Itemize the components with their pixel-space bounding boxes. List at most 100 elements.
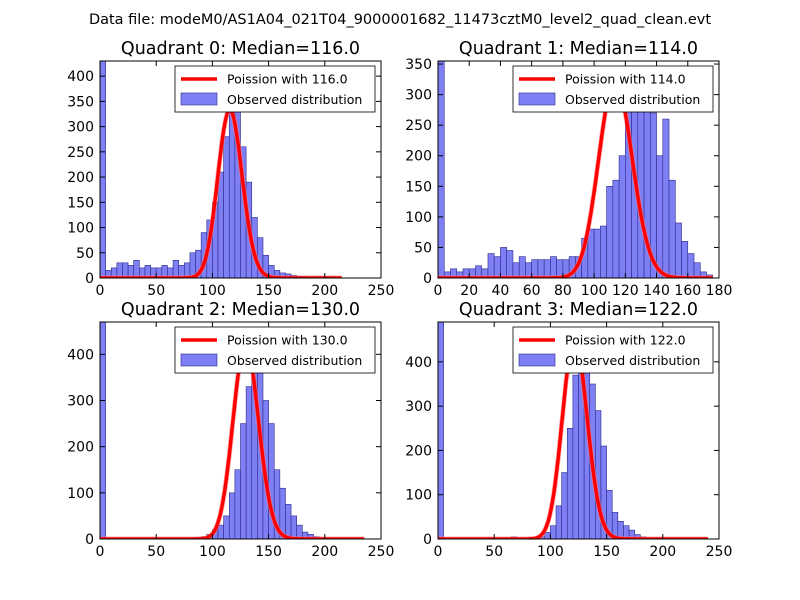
- y-tick-label: 200: [405, 149, 432, 165]
- histogram-bar: [487, 253, 495, 278]
- histogram-bar: [223, 136, 230, 278]
- histogram-bar: [100, 322, 106, 539]
- x-tick-label: 40: [492, 283, 510, 299]
- x-tick-label: 150: [255, 544, 282, 560]
- y-tick-label: 100: [405, 488, 432, 504]
- legend: Poission with 114.0 Observed distribution: [512, 65, 714, 113]
- histogram-bar: [493, 256, 501, 278]
- legend-box: [512, 326, 714, 374]
- y-tick-label: 300: [67, 120, 94, 136]
- quadrant-2-panel: Quadrant 2: Median=130.00 50 100 150 200 2500…: [67, 300, 394, 560]
- legend-observed-swatch: [180, 92, 218, 106]
- x-tick-label: 160: [674, 283, 701, 299]
- histogram-bar: [228, 492, 236, 539]
- y-tick-label: 100: [67, 221, 94, 237]
- axes-frame: [99, 60, 382, 279]
- panel-title: Quadrant 3: Median=122.0: [459, 300, 698, 320]
- histogram-bar: [290, 515, 297, 539]
- poisson-curve-group: [100, 107, 342, 278]
- y-tick-label: 350: [405, 57, 432, 73]
- histogram-bar: [600, 225, 607, 278]
- y-tick-label: 150: [405, 179, 432, 195]
- x-tick-label: 50: [485, 544, 503, 560]
- histogram-bar: [245, 386, 253, 539]
- histogram-bar: [100, 61, 106, 278]
- x-tick-label: 100: [199, 283, 226, 299]
- x-tick-label: 180: [706, 283, 733, 299]
- histogram-bar: [555, 505, 562, 539]
- x-tick-label: 50: [147, 544, 165, 560]
- legend-observed-swatch: [518, 353, 556, 367]
- panels: Quadrant 0: Median=116.0 0 50 100 150 200 250 0…: [67, 39, 732, 560]
- histogram-bar: [506, 250, 514, 278]
- x-tick-label: 200: [311, 544, 338, 560]
- quadrant-1-panel: Quadrant 1: Median=114.00 20 40 60 80 100 120 1…: [405, 39, 732, 299]
- y-tick-label: 100: [67, 486, 94, 502]
- legend-observed-label: Observed distribution: [227, 353, 362, 368]
- histogram-bar: [572, 374, 579, 539]
- quadrant-3-panel: Quadrant 3: Median=122.00 50 100 150 200 2500…: [405, 300, 732, 560]
- poisson-curve: [100, 108, 342, 278]
- histogram-bar: [172, 260, 179, 278]
- poisson-curve: [438, 78, 713, 278]
- histogram-bar: [537, 259, 545, 278]
- y-tick-label: 200: [67, 440, 94, 456]
- x-tick-label: 250: [706, 544, 733, 560]
- y-tick-label: 0: [423, 532, 432, 548]
- x-tick-label: 100: [537, 544, 564, 560]
- poisson-curve-group: [100, 341, 365, 539]
- histogram-bar: [566, 427, 574, 539]
- histogram-bar: [438, 61, 445, 278]
- axes-frame: [437, 60, 720, 279]
- histogram-bar: [637, 88, 645, 278]
- y-tick-label: 0: [423, 271, 432, 287]
- y-tick-label: 200: [67, 170, 94, 186]
- y-tick-label: 400: [405, 355, 432, 371]
- histogram-bar: [681, 241, 689, 278]
- histogram-bar: [133, 260, 140, 278]
- histogram-bar: [693, 262, 701, 278]
- histogram-bar: [438, 322, 444, 539]
- panel-title: Quadrant 1: Median=114.0: [459, 39, 698, 59]
- histogram-bar: [674, 222, 682, 278]
- y-axis-ticks: 0 100 200 300 400: [405, 355, 719, 548]
- histogram-bar: [550, 525, 557, 539]
- y-tick-label: 250: [67, 145, 94, 161]
- histogram-bar: [518, 256, 526, 278]
- y-tick-label: 0: [85, 532, 94, 548]
- x-tick-label: 140: [643, 283, 670, 299]
- y-tick-label: 50: [414, 240, 432, 256]
- y-tick-label: 100: [405, 210, 432, 226]
- x-tick-label: 200: [311, 283, 338, 299]
- panel-title: Quadrant 0: Median=116.0: [121, 39, 360, 59]
- x-tick-label: 50: [147, 283, 165, 299]
- x-tick-label: 100: [581, 283, 608, 299]
- figure-title: Data file: modeM0/AS1A04_021T04_90000016…: [89, 12, 711, 28]
- y-axis-ticks: 0 50 100 150 200 250 300 350 400: [67, 69, 381, 287]
- histogram-bar: [240, 423, 247, 539]
- histogram-bar: [593, 228, 601, 278]
- panel-title: Quadrant 2: Median=130.0: [121, 300, 360, 320]
- histogram-bar: [656, 155, 664, 278]
- y-tick-label: 200: [405, 443, 432, 459]
- x-tick-label: 80: [554, 283, 572, 299]
- y-tick-label: 50: [76, 246, 94, 262]
- y-tick-label: 400: [67, 347, 94, 363]
- histogram-bar: [662, 118, 670, 278]
- y-tick-label: 150: [67, 195, 94, 211]
- histogram-bar: [550, 256, 557, 278]
- x-tick-label: 150: [255, 283, 282, 299]
- x-tick-label: 120: [612, 283, 639, 299]
- legend-poisson-label: Poission with 114.0: [565, 72, 686, 87]
- histogram-bar: [531, 259, 539, 278]
- histogram-bars: [100, 61, 331, 278]
- histogram-bar: [606, 186, 614, 278]
- histogram-bar: [285, 504, 292, 539]
- legend: Poission with 130.0 Observed distribution: [174, 326, 376, 374]
- histogram-bar: [234, 469, 241, 539]
- y-axis-ticks: 0 50 100 150 200 250 300 350: [405, 57, 719, 287]
- y-tick-label: 250: [405, 118, 432, 134]
- histogram-bar: [612, 179, 620, 278]
- legend: Poission with 116.0 Observed distribution: [174, 65, 376, 113]
